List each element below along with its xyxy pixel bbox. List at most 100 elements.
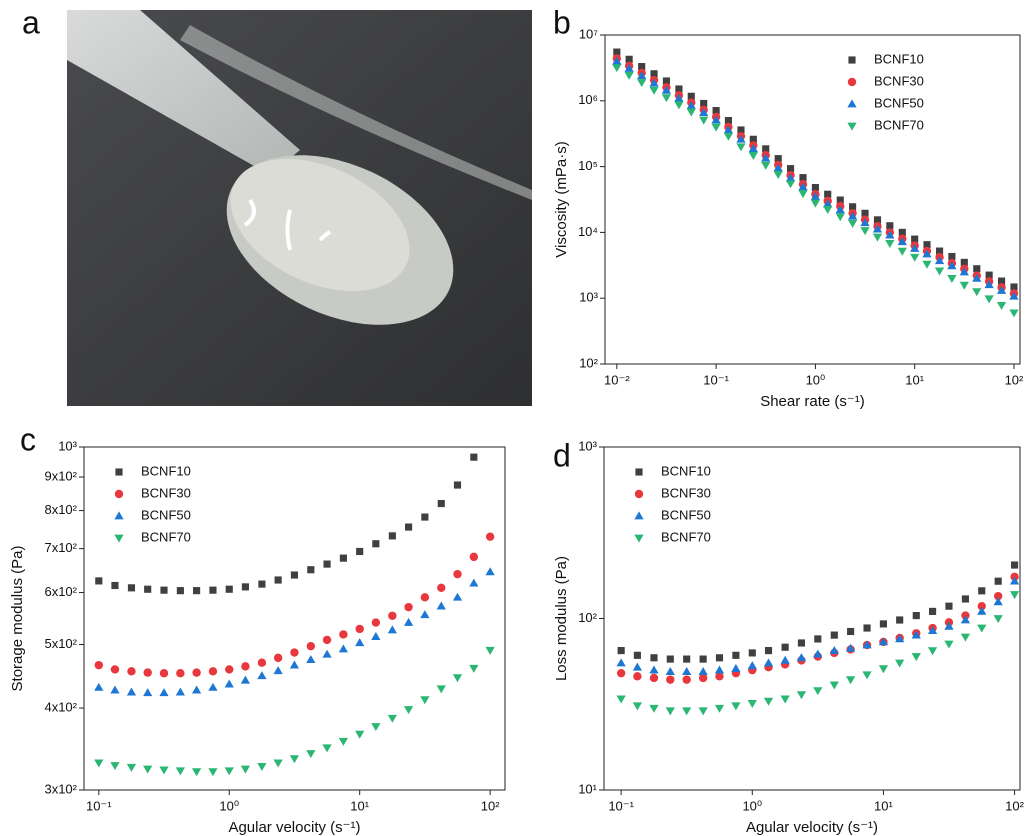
marker xyxy=(436,601,446,610)
marker xyxy=(405,523,413,531)
legend-marker xyxy=(114,534,124,543)
marker xyxy=(898,228,906,236)
marker xyxy=(922,249,932,258)
marker xyxy=(257,762,267,771)
marker xyxy=(208,667,218,676)
marker xyxy=(616,695,626,704)
marker xyxy=(110,762,120,771)
marker xyxy=(633,672,642,681)
marker xyxy=(616,668,626,678)
legend-marker xyxy=(115,468,123,476)
marker xyxy=(786,165,795,173)
marker xyxy=(403,617,414,626)
legend-label: BCNF30 xyxy=(141,485,191,500)
marker xyxy=(715,654,724,662)
marker xyxy=(723,125,734,134)
marker xyxy=(714,665,725,674)
marker xyxy=(699,108,709,117)
marker xyxy=(192,668,201,677)
marker xyxy=(452,592,463,601)
marker xyxy=(371,723,381,732)
marker xyxy=(420,593,430,602)
marker xyxy=(143,668,152,677)
legend-label: BCNF50 xyxy=(874,95,924,110)
marker xyxy=(960,633,971,642)
marker xyxy=(879,620,888,628)
marker xyxy=(176,669,185,678)
marker xyxy=(780,655,790,664)
marker xyxy=(674,93,684,102)
marker xyxy=(700,99,708,108)
legend-marker xyxy=(848,56,856,64)
marker xyxy=(240,765,251,774)
marker xyxy=(947,275,957,284)
panel-label: c xyxy=(20,421,36,457)
y-tick-label: 9x10² xyxy=(44,468,77,483)
marker xyxy=(625,55,633,63)
marker xyxy=(978,587,986,595)
marker xyxy=(973,265,981,273)
marker xyxy=(945,602,953,610)
marker xyxy=(612,56,622,65)
marker xyxy=(208,768,218,777)
marker xyxy=(159,688,169,697)
marker xyxy=(960,615,971,624)
legend-marker xyxy=(847,122,857,131)
marker xyxy=(452,674,463,683)
marker xyxy=(273,666,283,675)
marker xyxy=(437,499,445,508)
marker xyxy=(897,237,907,246)
marker xyxy=(306,641,316,651)
marker xyxy=(674,101,684,110)
marker xyxy=(985,271,993,279)
marker xyxy=(813,687,823,696)
marker xyxy=(372,540,380,548)
marker xyxy=(420,610,430,619)
marker xyxy=(996,285,1007,294)
marker xyxy=(159,766,169,775)
marker xyxy=(612,64,622,73)
marker xyxy=(649,665,659,674)
marker xyxy=(780,695,790,704)
marker xyxy=(977,624,987,633)
marker xyxy=(633,651,641,659)
marker xyxy=(862,671,872,680)
marker xyxy=(306,750,316,759)
x-tick-label: 10¹ xyxy=(350,798,369,813)
marker xyxy=(731,664,741,673)
marker xyxy=(661,85,672,94)
marker xyxy=(762,145,770,153)
marker xyxy=(972,288,982,297)
marker xyxy=(785,173,796,182)
y-tick-label: 7x10² xyxy=(44,540,77,555)
marker xyxy=(637,79,647,88)
marker xyxy=(682,675,691,684)
marker xyxy=(785,180,796,189)
y-tick-label: 10⁶ xyxy=(578,92,598,107)
y-tick-label: 3x10² xyxy=(44,781,77,796)
marker xyxy=(847,211,858,220)
x-tick-label: 10⁻² xyxy=(604,372,630,387)
marker xyxy=(774,155,782,163)
marker xyxy=(814,635,822,643)
marker xyxy=(469,578,479,587)
marker xyxy=(960,258,968,266)
x-tick-label: 10⁻¹ xyxy=(608,798,634,813)
marker xyxy=(403,706,414,715)
marker xyxy=(910,243,920,252)
marker xyxy=(175,687,185,696)
legend-label: BCNF30 xyxy=(874,73,924,88)
marker xyxy=(371,618,381,627)
marker xyxy=(1009,291,1019,300)
marker xyxy=(736,134,746,143)
panel-label: b xyxy=(553,4,571,40)
marker xyxy=(711,115,721,124)
marker xyxy=(984,295,994,304)
marker xyxy=(649,78,659,87)
marker xyxy=(781,643,789,651)
legend-label: BCNF70 xyxy=(661,529,711,544)
marker xyxy=(813,649,823,658)
marker xyxy=(258,580,266,588)
marker xyxy=(437,583,446,593)
